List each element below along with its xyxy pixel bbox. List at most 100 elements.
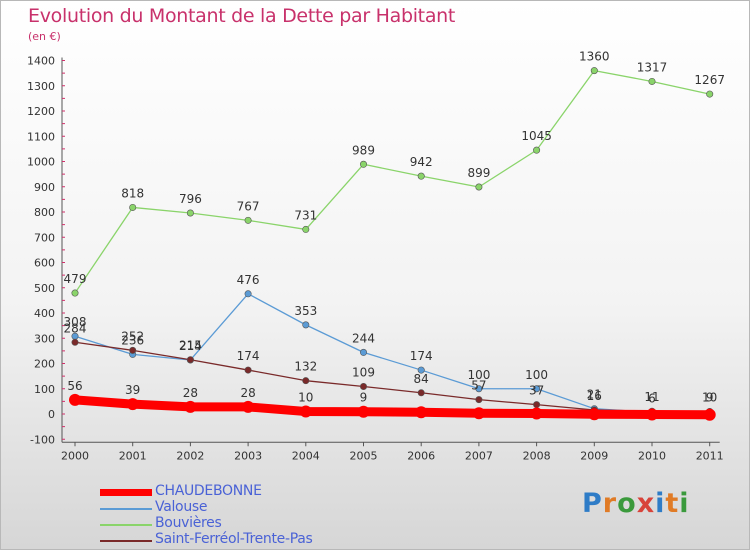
x-tick-label: 2005 xyxy=(350,449,378,462)
logo-letter: x xyxy=(636,488,656,519)
data-label: 174 xyxy=(237,349,260,363)
y-tick-label: 700 xyxy=(34,231,55,244)
logo-letter: o xyxy=(617,488,637,519)
data-point xyxy=(646,408,658,421)
data-point xyxy=(703,408,716,421)
y-tick-label: 300 xyxy=(34,332,55,345)
legend-label-valouse: Valouse xyxy=(155,499,208,515)
data-point xyxy=(359,160,367,168)
x-tick-label: 2001 xyxy=(119,449,147,462)
data-point xyxy=(186,356,194,364)
data-point xyxy=(299,405,312,418)
series-line xyxy=(70,395,715,420)
data-point xyxy=(533,146,541,154)
legend-swatch-chaudebonne xyxy=(100,489,152,496)
data-label: 16 xyxy=(587,389,602,403)
x-tick-label: 2006 xyxy=(407,449,435,462)
data-point xyxy=(302,225,310,233)
data-point xyxy=(126,398,139,411)
data-point xyxy=(588,408,601,421)
data-label: 1267 xyxy=(694,73,725,87)
data-point xyxy=(533,401,541,409)
data-label: 100 xyxy=(525,368,548,382)
logo-letter: i xyxy=(679,488,690,519)
data-label: 132 xyxy=(294,360,317,374)
y-tick-label: 400 xyxy=(34,307,55,320)
chart-title: Evolution du Montant de la Dette par Hab… xyxy=(28,5,456,27)
data-label: 244 xyxy=(352,331,375,345)
data-label: 174 xyxy=(410,349,433,363)
legend-swatch-bouvieres xyxy=(100,524,152,526)
data-label: 11 xyxy=(644,390,659,404)
data-label: 989 xyxy=(352,143,375,157)
y-tick-label: 0 xyxy=(48,408,55,421)
y-tick-label: 600 xyxy=(34,257,55,270)
y-tick-label: -100 xyxy=(30,433,55,446)
data-label: 308 xyxy=(64,315,87,329)
data-label: 214 xyxy=(179,339,202,353)
data-point xyxy=(302,321,310,329)
data-label: 215 xyxy=(179,339,202,353)
data-label: 109 xyxy=(352,365,375,379)
data-label: 100 xyxy=(467,368,490,382)
y-tick-label: 1000 xyxy=(27,156,55,169)
data-point xyxy=(186,209,194,217)
data-label: 56 xyxy=(67,379,82,393)
x-tick-label: 2004 xyxy=(292,449,320,462)
data-label: 353 xyxy=(294,304,317,318)
series-line xyxy=(74,293,711,414)
data-label: 28 xyxy=(240,386,255,400)
data-point xyxy=(244,366,252,374)
data-label: 236 xyxy=(121,333,144,347)
data-label: 284 xyxy=(64,321,87,335)
x-tick-label: 2010 xyxy=(638,449,666,462)
legend-swatch-saint-ferreol-trente-pas xyxy=(100,540,152,542)
x-tick-label: 2000 xyxy=(61,449,89,462)
legend-label-chaudebonne: CHAUDEBONNE xyxy=(155,483,262,499)
data-label: 1360 xyxy=(579,50,610,64)
data-point xyxy=(417,366,425,374)
data-point xyxy=(533,385,541,393)
data-label: 476 xyxy=(237,273,260,287)
data-label: 767 xyxy=(237,199,260,213)
data-label: 899 xyxy=(467,166,490,180)
data-label: 252 xyxy=(121,329,144,343)
data-point xyxy=(475,385,483,393)
y-tick-label: 200 xyxy=(34,358,55,371)
data-point xyxy=(184,400,197,413)
x-tick-label: 2003 xyxy=(234,449,262,462)
data-point xyxy=(530,407,543,420)
y-tick-label: 1400 xyxy=(27,55,55,68)
data-label: 10 xyxy=(298,390,313,404)
data-point xyxy=(359,348,367,356)
series-line xyxy=(74,69,711,294)
data-label: 21 xyxy=(587,388,602,402)
data-point xyxy=(129,346,137,354)
data-point xyxy=(472,407,485,420)
chart-subtitle: (en €) xyxy=(28,30,61,43)
proxiti-logo: Proxiti xyxy=(582,488,690,519)
data-label: 10 xyxy=(702,390,717,404)
data-label: 1045 xyxy=(521,129,552,143)
x-tick-label: 2009 xyxy=(580,449,608,462)
data-point xyxy=(244,216,252,224)
data-point xyxy=(417,389,425,397)
data-label: 731 xyxy=(294,208,317,222)
x-tick-label: 2011 xyxy=(696,449,724,462)
y-tick-label: 1100 xyxy=(27,130,55,143)
data-point xyxy=(359,382,367,390)
data-point xyxy=(417,172,425,180)
data-label: 479 xyxy=(64,272,87,286)
y-tick-label: 1200 xyxy=(27,105,55,118)
y-tick-label: 800 xyxy=(34,206,55,219)
data-point xyxy=(69,393,81,406)
y-tick-label: 100 xyxy=(34,383,55,396)
data-label: 6 xyxy=(648,391,656,405)
data-label: 9 xyxy=(706,391,714,405)
legend-label-bouvieres: Bouvières xyxy=(155,515,222,531)
data-point xyxy=(475,396,483,404)
data-point xyxy=(648,77,656,85)
data-point xyxy=(475,183,483,191)
